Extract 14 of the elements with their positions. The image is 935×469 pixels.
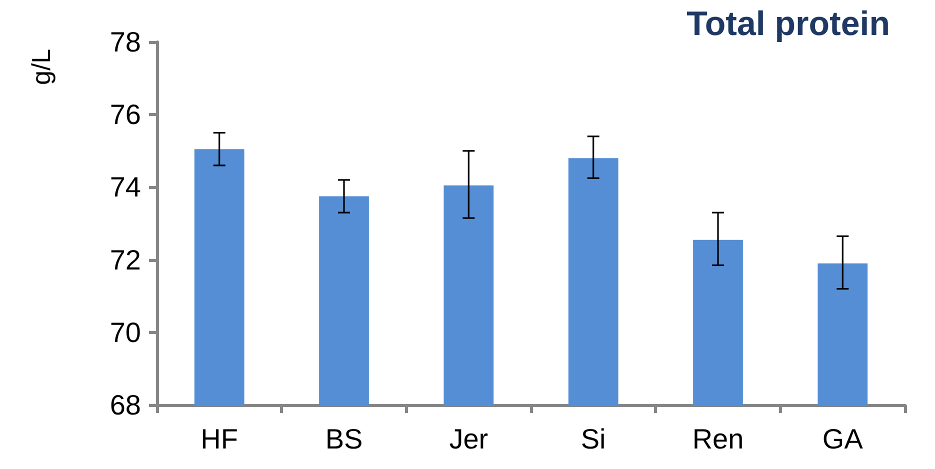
x-tick-label: GA: [822, 424, 864, 454]
y-tick-label: 78: [110, 26, 141, 58]
y-tick-label: 76: [110, 99, 141, 130]
y-tick-label: 72: [110, 244, 141, 276]
x-tick-label: Jer: [449, 424, 488, 454]
y-tick-label: 68: [110, 390, 141, 420]
y-tick-label: 70: [110, 316, 141, 348]
chart-title: Total protein: [686, 5, 890, 43]
x-tick-label: Ren: [692, 424, 744, 454]
x-tick-label: Si: [580, 424, 606, 454]
x-tick-label: BS: [325, 424, 363, 454]
y-axis-title: g/L: [26, 48, 56, 85]
y-tick-label: 74: [110, 172, 141, 203]
x-tick-label: HF: [200, 424, 238, 454]
